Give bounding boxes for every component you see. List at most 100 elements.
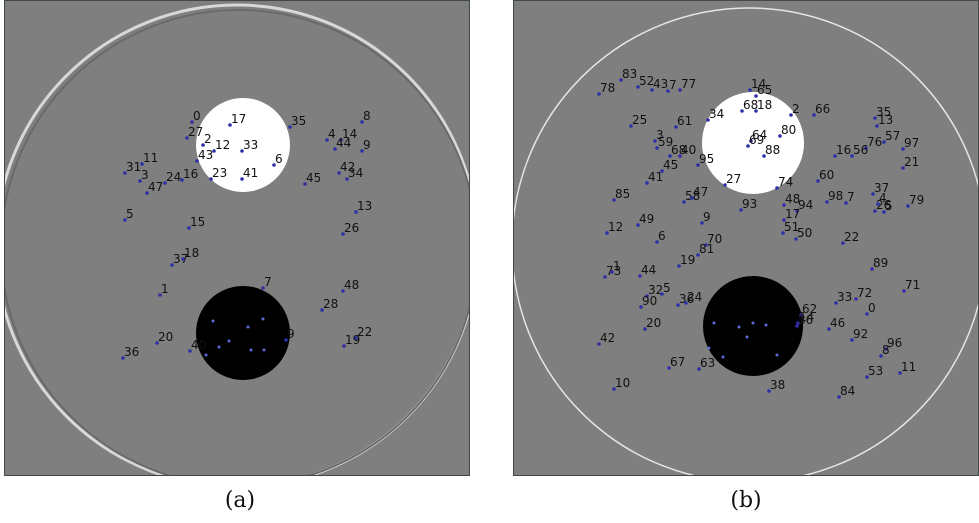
panel-b-point-56: [841, 241, 845, 245]
panel-a-point-36: [284, 338, 288, 342]
panel-b-point-13: [873, 116, 877, 120]
panel-a-point-label-1: 17: [231, 112, 246, 126]
panel-b-point-53: [605, 231, 609, 235]
panel-b-point-37: [871, 192, 875, 196]
panel-b-point-label-17: 80: [781, 123, 796, 137]
panel-b-point-3: [666, 89, 670, 93]
panel-b-point-label-78: 20: [646, 316, 661, 330]
panel-b-image: 83 52 43 7 77 78 14 65 68 18 2 66 34 35 13 25 61 80 57 3 59 6…: [513, 0, 979, 476]
panel-b-point-45: [873, 209, 877, 213]
panel-b-point-label-34: 60: [819, 168, 834, 182]
panel-b-point-label-66: 32: [648, 283, 663, 297]
panel-b-point-label-61: 89: [873, 256, 888, 270]
panel-a-point-5: [325, 138, 329, 142]
panel-a-point-40: [121, 356, 125, 360]
panel-a-point-20: [138, 179, 142, 183]
panel-a-point-label-36: 9: [287, 327, 295, 341]
panel-b-point-label-79: 92: [853, 327, 868, 341]
panel-b-point-label-48: 94: [798, 198, 813, 212]
panel-a-point-2: [288, 125, 292, 129]
panel-b-caption: (b): [730, 488, 762, 513]
panel-b-point-14: [875, 124, 879, 128]
panel-b-point-label-33: 41: [648, 170, 663, 184]
panel-b-point-29: [850, 154, 854, 158]
panel-a-point-12: [195, 159, 199, 163]
panel-b-point-87: [612, 387, 616, 391]
panel-a-point-9: [240, 149, 244, 153]
panel-b-point-label-74: 62: [802, 302, 817, 316]
panel-a-point-14: [140, 162, 144, 166]
panel-b-point-label-71: 24: [687, 290, 702, 304]
panel-b-point-label-86: 11: [901, 360, 916, 374]
panel-b-point-label-83: 67: [670, 355, 685, 369]
panel-b-point-24: [746, 144, 750, 148]
panel-a-point-label-28: 26: [344, 221, 359, 235]
panel-b-point-58: [704, 243, 708, 247]
panel-b-point-label-63: 1: [613, 259, 621, 273]
panel-b-point-28: [833, 154, 837, 158]
panel-b-point-label-52: 49: [639, 212, 654, 226]
panel-b-point-49: [739, 208, 743, 212]
panel-a-point-label-13: 6: [275, 152, 283, 166]
panel-b-point-74: [799, 313, 803, 317]
panel-a-point-label-40: 36: [124, 345, 139, 359]
panel-a-point-label-4: 27: [188, 125, 203, 139]
panel-b-point-25: [668, 154, 672, 158]
panel-b-point-64: [638, 274, 642, 278]
panel-a-point-35: [155, 341, 159, 345]
panel-b-point-label-26: 40: [681, 143, 696, 157]
panel-a-point-29: [170, 263, 174, 267]
panel-b-point-70: [676, 303, 680, 307]
panel-a-point-8: [212, 149, 216, 153]
panel-b-point-30: [696, 163, 700, 167]
panel-b-point-6: [748, 88, 752, 92]
panel-b-point-81: [884, 347, 888, 351]
panel-b-point-label-19: 3: [656, 128, 664, 142]
panel-b-point-label-57: 6: [658, 229, 666, 243]
panel-a-point-label-0: 0: [193, 109, 201, 123]
panel-b-point-36: [775, 186, 779, 190]
panel-b-point-label-82: 8: [882, 343, 890, 357]
panel-b-point-label-62: 73: [606, 264, 621, 278]
panel-b-point-12: [706, 118, 710, 122]
panel-a-point-label-26: 5: [126, 207, 134, 221]
panel-b-point-label-51: 9: [703, 210, 711, 224]
panel-b-point-2: [650, 88, 654, 92]
panel-b-point-label-28: 16: [836, 143, 851, 157]
panel-b-point-52: [636, 223, 640, 227]
panel-a-point-23: [303, 182, 307, 186]
panel-b-point-77: [827, 327, 831, 331]
panel-b-point-80: [597, 342, 601, 346]
panel-b-point-label-84: 63: [700, 356, 715, 370]
panel-b-point-44: [876, 202, 880, 206]
panel-b-point-label-32: 45: [663, 158, 678, 172]
panel-b-point-78: [643, 327, 647, 331]
panel-b-point-label-39: 58: [685, 189, 700, 203]
panel-b-point-4: [678, 88, 682, 92]
panel-a-point-4: [185, 136, 189, 140]
panel-b-point-48: [795, 209, 799, 213]
panel-b-point-label-58: 70: [707, 232, 722, 246]
panel-a-point-label-34: 28: [323, 297, 338, 311]
panel-b-point-16: [674, 125, 678, 129]
panel-b-point-35: [723, 183, 727, 187]
panel-a-point-label-12: 43: [198, 148, 213, 162]
panel-b-point-89: [837, 395, 841, 399]
panel-b-point-label-59: 81: [699, 242, 714, 256]
panel-b-point-label-81: 96: [887, 336, 902, 350]
panel-b-point-59: [696, 253, 700, 257]
panel-a-point-label-17: 41: [243, 166, 258, 180]
panel-b-point-label-42: 7: [847, 190, 855, 204]
panel-b-point-79: [850, 338, 854, 342]
panel-b-point-label-6: 14: [751, 77, 766, 91]
panel-a-outer-ring-shadow: [5, 9, 469, 475]
panel-b-point-68: [834, 301, 838, 305]
panel-b-point-54: [781, 231, 785, 235]
panel-a-point-label-27: 15: [190, 215, 205, 229]
panel-b-black-disk: [703, 276, 803, 376]
panel-b-point-label-68: 33: [837, 290, 852, 304]
panel-b-point-label-53: 12: [608, 220, 623, 234]
panel-b-point-label-47: 79: [909, 193, 924, 207]
panel-b-point-73: [865, 312, 869, 316]
